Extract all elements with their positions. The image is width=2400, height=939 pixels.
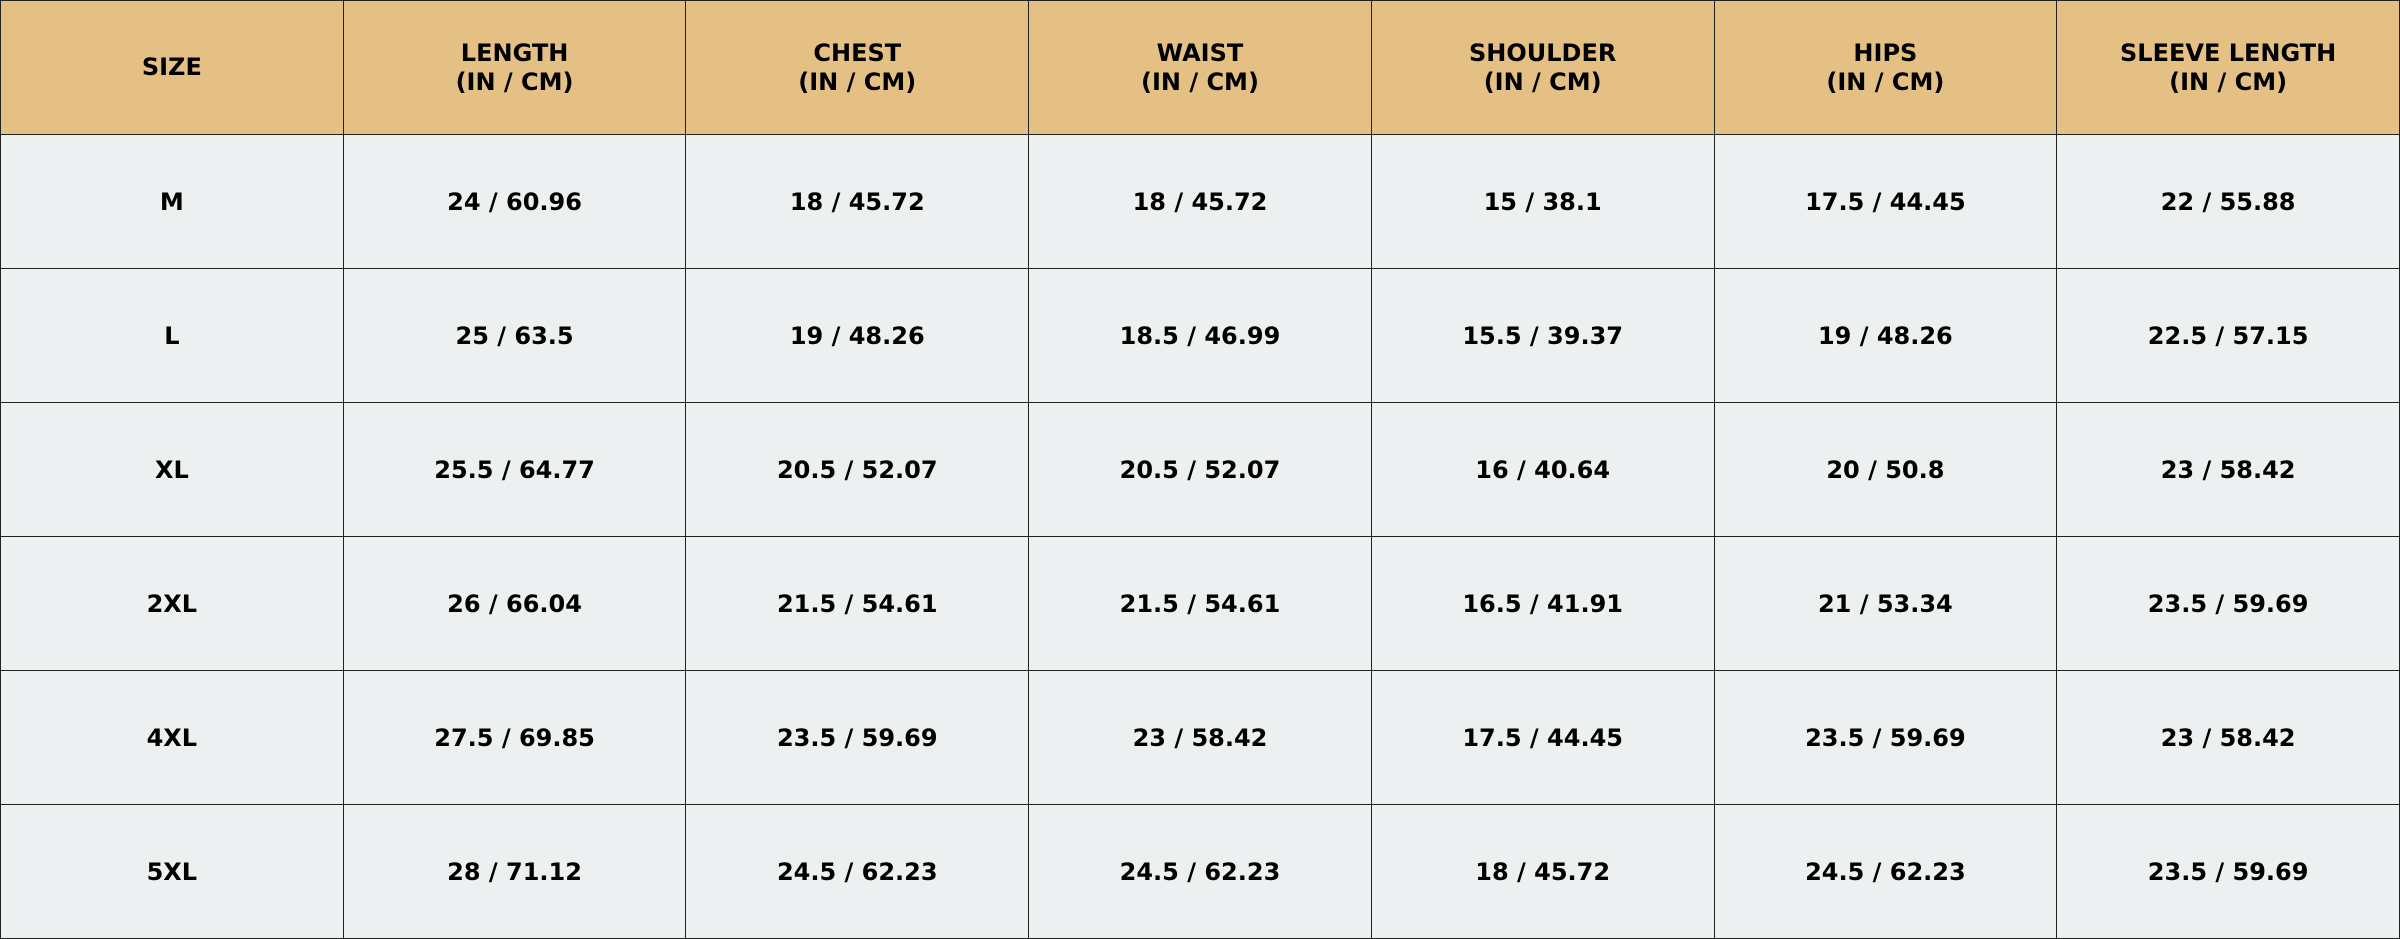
measurement-cell: 21 / 53.34 [1713,536,2058,671]
column-title: WAIST [1156,38,1244,67]
column-header: WAIST (IN / CM) [1028,0,1372,135]
table-header: SIZE LENGTH (IN / CM) CHEST (IN / CM) WAIST (I… [0,0,2400,135]
measurement-cell: 22 / 55.88 [2056,134,2400,269]
column-header: SIZE [0,0,344,135]
measurement-cell: 20 / 50.8 [1713,402,2058,537]
size-cell: 5XL [0,804,344,939]
measurement-cell: 18.5 / 46.99 [1028,268,1372,403]
measurement-cell: 19 / 48.26 [685,268,1030,403]
measurement-cell: 25 / 63.5 [342,268,687,403]
column-title: SLEEVE LENGTH [2120,38,2337,67]
measurement-cell: 27.5 / 69.85 [342,670,687,805]
table-row: M 24 / 60.96 18 / 45.72 18 / 45.72 15 / 38.1… [0,134,2400,269]
table-row: 5XL 28 / 71.12 24.5 / 62.23 24.5 / 62.23 18 … [0,804,2400,939]
measurement-cell: 23.5 / 59.69 [2056,536,2400,671]
measurement-cell: 18 / 45.72 [1370,804,1715,939]
measurement-cell: 24 / 60.96 [342,134,687,269]
size-cell: XL [0,402,344,537]
measurement-cell: 23 / 58.42 [2056,402,2400,537]
column-unit: (IN / CM) [798,67,917,96]
column-title: LENGTH [460,38,569,67]
table-row: 4XL 27.5 / 69.85 23.5 / 59.69 23 / 58.42 17.… [0,670,2400,805]
measurement-cell: 21.5 / 54.61 [1028,536,1372,671]
measurement-cell: 20.5 / 52.07 [685,402,1030,537]
column-header: LENGTH (IN / CM) [342,0,687,135]
column-header: SLEEVE LENGTH (IN / CM) [2056,0,2400,135]
measurement-cell: 17.5 / 44.45 [1370,670,1715,805]
column-title: SIZE [141,53,202,81]
table-row: XL 25.5 / 64.77 20.5 / 52.07 20.5 / 52.07 16… [0,402,2400,537]
column-unit: (IN / CM) [1826,67,1945,96]
measurement-cell: 16.5 / 41.91 [1370,536,1715,671]
measurement-cell: 23.5 / 59.69 [2056,804,2400,939]
table-row: 2XL 26 / 66.04 21.5 / 54.61 21.5 / 54.61 16.… [0,536,2400,671]
size-cell: 2XL [0,536,344,671]
measurement-cell: 23 / 58.42 [2056,670,2400,805]
measurement-cell: 26 / 66.04 [342,536,687,671]
measurement-cell: 20.5 / 52.07 [1028,402,1372,537]
column-unit: (IN / CM) [455,67,574,96]
measurement-cell: 24.5 / 62.23 [1028,804,1372,939]
column-header: CHEST (IN / CM) [685,0,1030,135]
measurement-cell: 17.5 / 44.45 [1713,134,2058,269]
measurement-cell: 21.5 / 54.61 [685,536,1030,671]
size-cell: M [0,134,344,269]
column-header: HIPS (IN / CM) [1713,0,2058,135]
measurement-cell: 15.5 / 39.37 [1370,268,1715,403]
measurement-cell: 25.5 / 64.77 [342,402,687,537]
measurement-cell: 22.5 / 57.15 [2056,268,2400,403]
column-unit: (IN / CM) [2169,67,2288,96]
header-row: SIZE LENGTH (IN / CM) CHEST (IN / CM) WAIST (I… [0,0,2400,135]
measurement-cell: 23.5 / 59.69 [685,670,1030,805]
table-body: M 24 / 60.96 18 / 45.72 18 / 45.72 15 / 38.1… [0,134,2400,939]
measurement-cell: 15 / 38.1 [1370,134,1715,269]
measurement-cell: 16 / 40.64 [1370,402,1715,537]
column-header: SHOULDER (IN / CM) [1370,0,1715,135]
column-title: CHEST [813,38,902,67]
measurement-cell: 24.5 / 62.23 [685,804,1030,939]
measurement-cell: 23.5 / 59.69 [1713,670,2058,805]
size-cell: L [0,268,344,403]
column-unit: (IN / CM) [1483,67,1602,96]
column-title: HIPS [1853,38,1918,67]
measurement-cell: 18 / 45.72 [1028,134,1372,269]
measurement-cell: 28 / 71.12 [342,804,687,939]
column-unit: (IN / CM) [1140,67,1259,96]
size-cell: 4XL [0,670,344,805]
measurement-cell: 24.5 / 62.23 [1713,804,2058,939]
measurement-cell: 18 / 45.72 [685,134,1030,269]
table-row: L 25 / 63.5 19 / 48.26 18.5 / 46.99 15.5 / 3… [0,268,2400,403]
measurement-cell: 19 / 48.26 [1713,268,2058,403]
column-title: SHOULDER [1468,38,1617,67]
measurement-cell: 23 / 58.42 [1028,670,1372,805]
